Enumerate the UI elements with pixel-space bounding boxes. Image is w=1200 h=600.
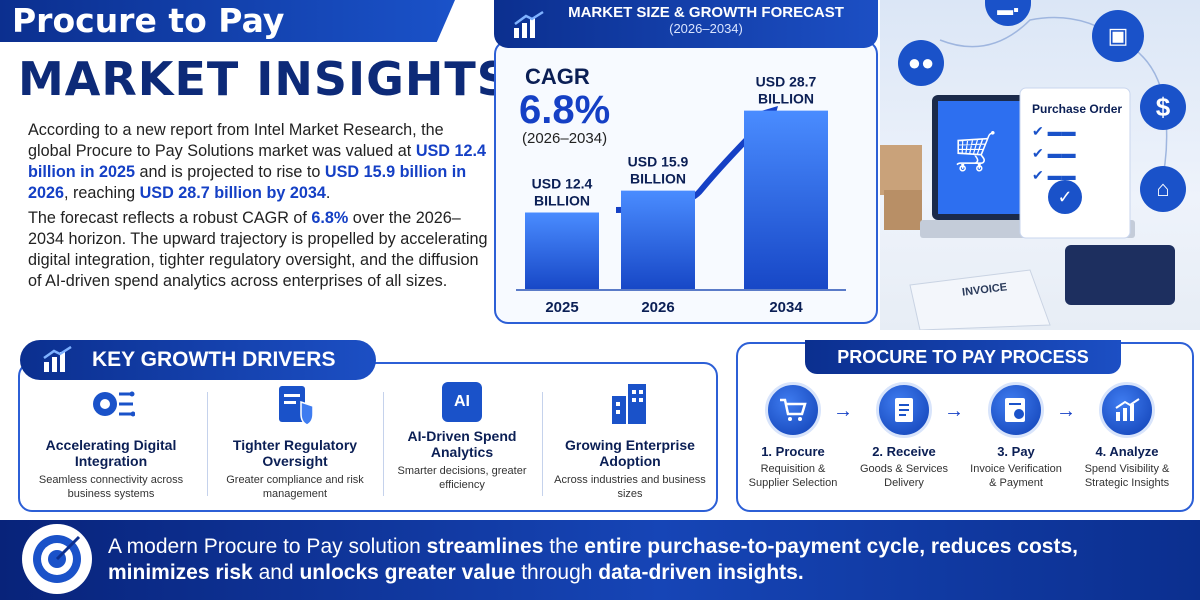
growth-chart-icon	[43, 346, 72, 372]
truck-icon: ▬▪	[985, 0, 1031, 26]
intro-text-part: According to a new report from Intel Mar…	[28, 121, 444, 160]
step-subtext: Requisition & Supplier Selection	[748, 463, 838, 489]
bottom-text-bold: data-driven insights.	[598, 561, 804, 584]
title-banner: Procure to Pay Solutions	[0, 0, 455, 42]
forecast-title: MARKET SIZE & GROWTH FORECAST	[568, 4, 844, 21]
step-heading: 3. Pay	[997, 444, 1035, 459]
intro-text-part: over the 2026–2034 horizon. The upward t…	[28, 209, 488, 290]
checklist-icon: ✔ ▬▬ ✔ ▬▬ ✔ ▬▬	[1032, 123, 1076, 183]
intro-highlight-cagr: 6.8%	[311, 209, 349, 227]
divider	[207, 392, 208, 496]
bank-icon: ⌂	[1140, 166, 1186, 212]
buildings-icon	[612, 384, 646, 424]
bar-value-label: USD 12.4	[532, 176, 593, 192]
bar-value-label: BILLION	[758, 91, 814, 107]
bottom-text-part: the	[543, 535, 585, 558]
driver-item-ai-analytics: AI AI-Driven Spend Analytics Smarter dec…	[377, 382, 547, 492]
driver-subtext: Across industries and business sizes	[554, 474, 706, 500]
intro-paragraph-1: According to a new report from Intel Mar…	[28, 120, 488, 204]
bar-growth-icon	[514, 10, 544, 38]
x-tick-label: 2026	[641, 299, 674, 316]
arrow-right-icon: →	[1056, 400, 1076, 422]
process-step-pay: 3. Pay Invoice Verification & Payment	[966, 382, 1066, 490]
intro-highlight-2034: USD 28.7 billion by 2034	[139, 184, 326, 202]
intro-paragraph-2: The forecast reflects a robust CAGR of 6…	[28, 208, 488, 292]
driver-heading: Accelerating Digital Integration	[45, 437, 177, 469]
network-user-icon: ●●	[898, 40, 944, 86]
cart-icon	[765, 382, 821, 438]
bar-value-label: USD 15.9	[628, 154, 689, 170]
bar-value-label: USD 28.7	[756, 74, 817, 90]
intro-text: According to a new report from Intel Mar…	[28, 120, 488, 296]
driver-item-regulatory-oversight: Tighter Regulatory Oversight Greater com…	[210, 382, 380, 501]
intro-text-part: The forecast reflects a robust CAGR of	[28, 209, 312, 227]
step-heading: 4. Analyze	[1095, 444, 1159, 459]
bottom-text-part: through	[515, 561, 599, 584]
intro-highlight-2026: USD 15.9 billion in 2026	[28, 163, 467, 202]
clipboard-shield-icon	[279, 386, 314, 426]
bottom-text-part: A modern Procure to Pay solution	[108, 535, 427, 558]
divider	[542, 392, 543, 496]
page-title: MARKET INSIGHTS	[18, 52, 511, 106]
driver-heading: Tighter Regulatory Oversight	[232, 437, 358, 469]
bar-2025	[525, 212, 599, 290]
cagr-period: (2026–2034)	[522, 130, 608, 147]
forecast-header: MARKET SIZE & GROWTH FORECAST (2026–2034…	[494, 0, 878, 48]
analytics-icon	[1099, 382, 1155, 438]
cagr-value: 6.8%	[519, 88, 611, 132]
driver-heading: AI-Driven Spend Analytics	[407, 428, 517, 460]
driver-subtext: Smarter decisions, greater efficiency	[397, 465, 527, 491]
intro-text-part: .	[325, 184, 331, 202]
x-tick-label: 2034	[769, 299, 803, 316]
bottom-text-bold: entire purchase-to-payment cycle, reduce…	[584, 535, 1078, 558]
driver-item-enterprise-adoption: Growing Enterprise Adoption Across indus…	[545, 382, 715, 501]
bottom-text-bold: minimizes risk	[108, 561, 253, 584]
driver-subtext: Greater compliance and risk management	[226, 474, 364, 500]
package-icon: ▣	[1092, 10, 1144, 62]
drivers-title: KEY GROWTH DRIVERS	[20, 340, 376, 380]
process-step-procure: 1. Procure Requisition & Supplier Select…	[743, 382, 843, 490]
cart-screen-icon: 🛒︎	[950, 130, 1001, 174]
intro-text-part: and is projected to rise to	[135, 163, 325, 181]
driver-heading: Growing Enterprise Adoption	[565, 437, 695, 469]
bottom-banner	[0, 520, 1200, 600]
arrow-right-icon: →	[833, 400, 853, 422]
bar-value-label: BILLION	[534, 193, 590, 209]
bar-2034	[744, 110, 828, 290]
ai-chip-text: AI	[454, 393, 470, 410]
divider	[383, 392, 384, 496]
x-tick-label: 2025	[545, 299, 578, 316]
purchase-order-label: Purchase Order	[1032, 102, 1123, 116]
target-icon	[22, 524, 92, 594]
bar-2026	[621, 190, 695, 290]
driver-item-digital-integration: Accelerating Digital Integration Seamles…	[26, 382, 196, 501]
cagr-label: CAGR	[525, 64, 590, 89]
step-subtext: Goods & Services Delivery	[859, 463, 949, 489]
bottom-text-bold: unlocks greater value	[299, 561, 516, 584]
intro-text-part: , reaching	[64, 184, 140, 202]
step-subtext: Invoice Verification & Payment	[970, 463, 1062, 489]
process-step-receive: 2. Receive Goods & Services Delivery	[854, 382, 954, 490]
driver-subtext: Seamless connectivity across business sy…	[38, 474, 184, 500]
bar-value-label: BILLION	[630, 171, 686, 187]
check-badge-icon: ✓	[1048, 180, 1082, 214]
bottom-text-bold: streamlines	[426, 535, 544, 558]
dollar-icon: $	[1140, 84, 1186, 130]
ai-chip-icon: AI	[442, 382, 482, 422]
document-icon	[876, 382, 932, 438]
scene-illustration	[880, 16, 1175, 331]
invoice-pay-icon	[988, 382, 1044, 438]
step-heading: 1. Procure	[761, 444, 825, 459]
forecast-period: (2026–2034)	[669, 21, 743, 36]
process-title: PROCURE TO PAY PROCESS	[805, 340, 1121, 374]
process-step-analyze: 4. Analyze Spend Visibility & Strategic …	[1077, 382, 1177, 490]
step-heading: 2. Receive	[872, 444, 936, 459]
bottom-text-part: and	[252, 561, 300, 584]
arrow-right-icon: →	[944, 400, 964, 422]
intro-highlight-2025: USD 12.4 billion in 2025	[28, 142, 486, 181]
gear-connectivity-icon	[93, 391, 136, 417]
bottom-statement: A modern Procure to Pay solution streaml…	[108, 534, 1188, 586]
step-subtext: Spend Visibility & Strategic Insights	[1084, 463, 1170, 489]
